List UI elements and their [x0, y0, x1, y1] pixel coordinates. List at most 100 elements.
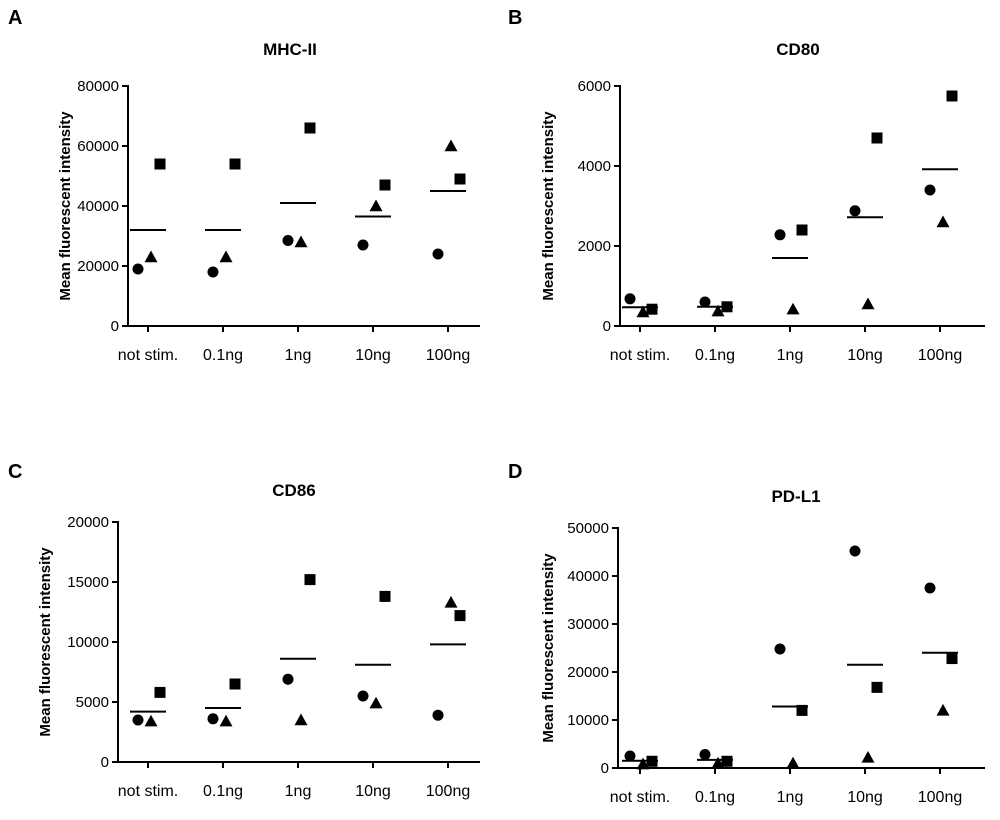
- data-point-triangle: [936, 215, 950, 228]
- x-tick-label: 0.1ng: [203, 347, 243, 364]
- data-point-square: [721, 755, 733, 767]
- chart-title: CD80: [776, 40, 819, 59]
- data-point-circle: [699, 296, 711, 308]
- data-point-square: [229, 158, 241, 170]
- data-point-circle: [432, 248, 444, 260]
- data-point-square: [454, 610, 466, 622]
- data-point-square: [871, 132, 883, 144]
- data-point-triangle: [786, 756, 800, 769]
- data-point-triangle: [636, 757, 650, 770]
- data-point-triangle: [444, 595, 458, 608]
- data-point-triangle: [219, 714, 233, 727]
- data-point-triangle: [219, 250, 233, 263]
- data-point-triangle: [711, 756, 725, 769]
- data-point-square: [721, 301, 733, 313]
- data-point-circle: [357, 690, 369, 702]
- y-tick-label: 60000: [77, 138, 119, 155]
- y-tick-label: 30000: [567, 616, 609, 633]
- data-point-triangle: [369, 199, 383, 212]
- y-tick-label: 40000: [77, 198, 119, 215]
- data-point-circle: [132, 714, 144, 726]
- data-point-triangle: [711, 304, 725, 317]
- data-point-triangle: [444, 139, 458, 152]
- data-point-triangle: [144, 250, 158, 263]
- y-tick-label: 20000: [67, 514, 109, 531]
- data-point-square: [646, 755, 658, 767]
- x-tick-label: 1ng: [777, 347, 804, 364]
- data-point-square: [154, 158, 166, 170]
- x-tick-label: 0.1ng: [203, 783, 243, 800]
- data-point-square: [304, 574, 316, 586]
- y-tick-label: 20000: [567, 664, 609, 681]
- data-point-triangle: [636, 305, 650, 318]
- x-tick-label: 100ng: [918, 347, 963, 364]
- data-point-circle: [624, 293, 636, 305]
- data-point-circle: [282, 235, 294, 246]
- data-point-circle: [132, 263, 144, 275]
- data-point-circle: [849, 205, 861, 217]
- x-tick-label: 0.1ng: [695, 789, 735, 806]
- data-point-square: [646, 303, 658, 315]
- data-point-circle: [357, 239, 369, 251]
- x-tick-label: 1ng: [285, 347, 312, 364]
- data-point-triangle: [144, 714, 158, 727]
- data-point-triangle: [936, 703, 950, 716]
- data-point-circle: [774, 229, 786, 241]
- y-tick-label: 15000: [67, 574, 109, 591]
- chart-title: MHC-II: [263, 40, 317, 59]
- x-tick-label: 1ng: [777, 789, 804, 806]
- x-tick-label: 10ng: [847, 347, 883, 364]
- y-axis-label: Mean fluorescent intensity: [540, 111, 557, 301]
- data-point-square: [304, 122, 316, 134]
- x-tick-label: 10ng: [355, 783, 391, 800]
- x-tick-label: 100ng: [918, 789, 963, 806]
- y-tick-label: 20000: [77, 258, 119, 275]
- y-tick-label: 10000: [67, 634, 109, 651]
- x-tick-label: 10ng: [847, 789, 883, 806]
- data-point-circle: [699, 749, 711, 761]
- data-point-triangle: [369, 696, 383, 709]
- data-point-triangle: [861, 750, 875, 763]
- x-tick-label: 1ng: [285, 783, 312, 800]
- y-axis-label: Mean fluorescent intensity: [57, 111, 74, 301]
- data-point-square: [379, 179, 391, 191]
- data-point-circle: [282, 673, 294, 685]
- data-point-square: [229, 678, 241, 690]
- data-point-square: [796, 704, 808, 716]
- data-point-triangle: [294, 713, 308, 726]
- data-point-square: [946, 90, 958, 102]
- y-tick-label: 0: [101, 754, 109, 771]
- data-point-square: [796, 224, 808, 236]
- panel-b: B CD80 Mean fluorescent intensity 0 2000 4000…: [508, 7, 985, 364]
- data-point-circle: [774, 643, 786, 655]
- y-tick-label: 0: [111, 318, 119, 335]
- x-tick-label: not stim.: [610, 789, 670, 806]
- y-tick-label: 0: [601, 760, 609, 777]
- panel-letter: C: [8, 461, 22, 483]
- data-point-square: [946, 653, 958, 665]
- data-point-square: [871, 681, 883, 693]
- data-point-square: [454, 173, 466, 185]
- data-point-circle: [207, 266, 219, 278]
- data-point-circle: [207, 713, 219, 725]
- y-tick-label: 80000: [77, 78, 119, 95]
- data-point-circle: [624, 750, 636, 762]
- data-point-square: [154, 686, 166, 698]
- panel-letter: B: [508, 7, 522, 29]
- y-tick-label: 6000: [578, 78, 611, 95]
- x-tick-label: not stim.: [118, 783, 178, 800]
- data-point-circle: [432, 709, 444, 721]
- data-point-circle: [924, 184, 936, 196]
- chart-title: CD86: [272, 481, 315, 500]
- panel-a: A MHC-II Mean fluorescent intensity 0 20000 4…: [8, 7, 480, 364]
- y-axis-label: Mean fluorescent intensity: [37, 547, 54, 737]
- x-tick-label: not stim.: [610, 347, 670, 364]
- panel-d: D PD-L1 Mean fluorescent intensity 0 10000 20…: [508, 461, 985, 806]
- y-axis-label: Mean fluorescent intensity: [540, 553, 557, 743]
- y-tick-label: 5000: [76, 694, 109, 711]
- chart-title: PD-L1: [771, 487, 820, 506]
- panel-letter: A: [8, 7, 22, 29]
- data-point-circle: [849, 545, 861, 557]
- y-tick-label: 0: [603, 318, 611, 335]
